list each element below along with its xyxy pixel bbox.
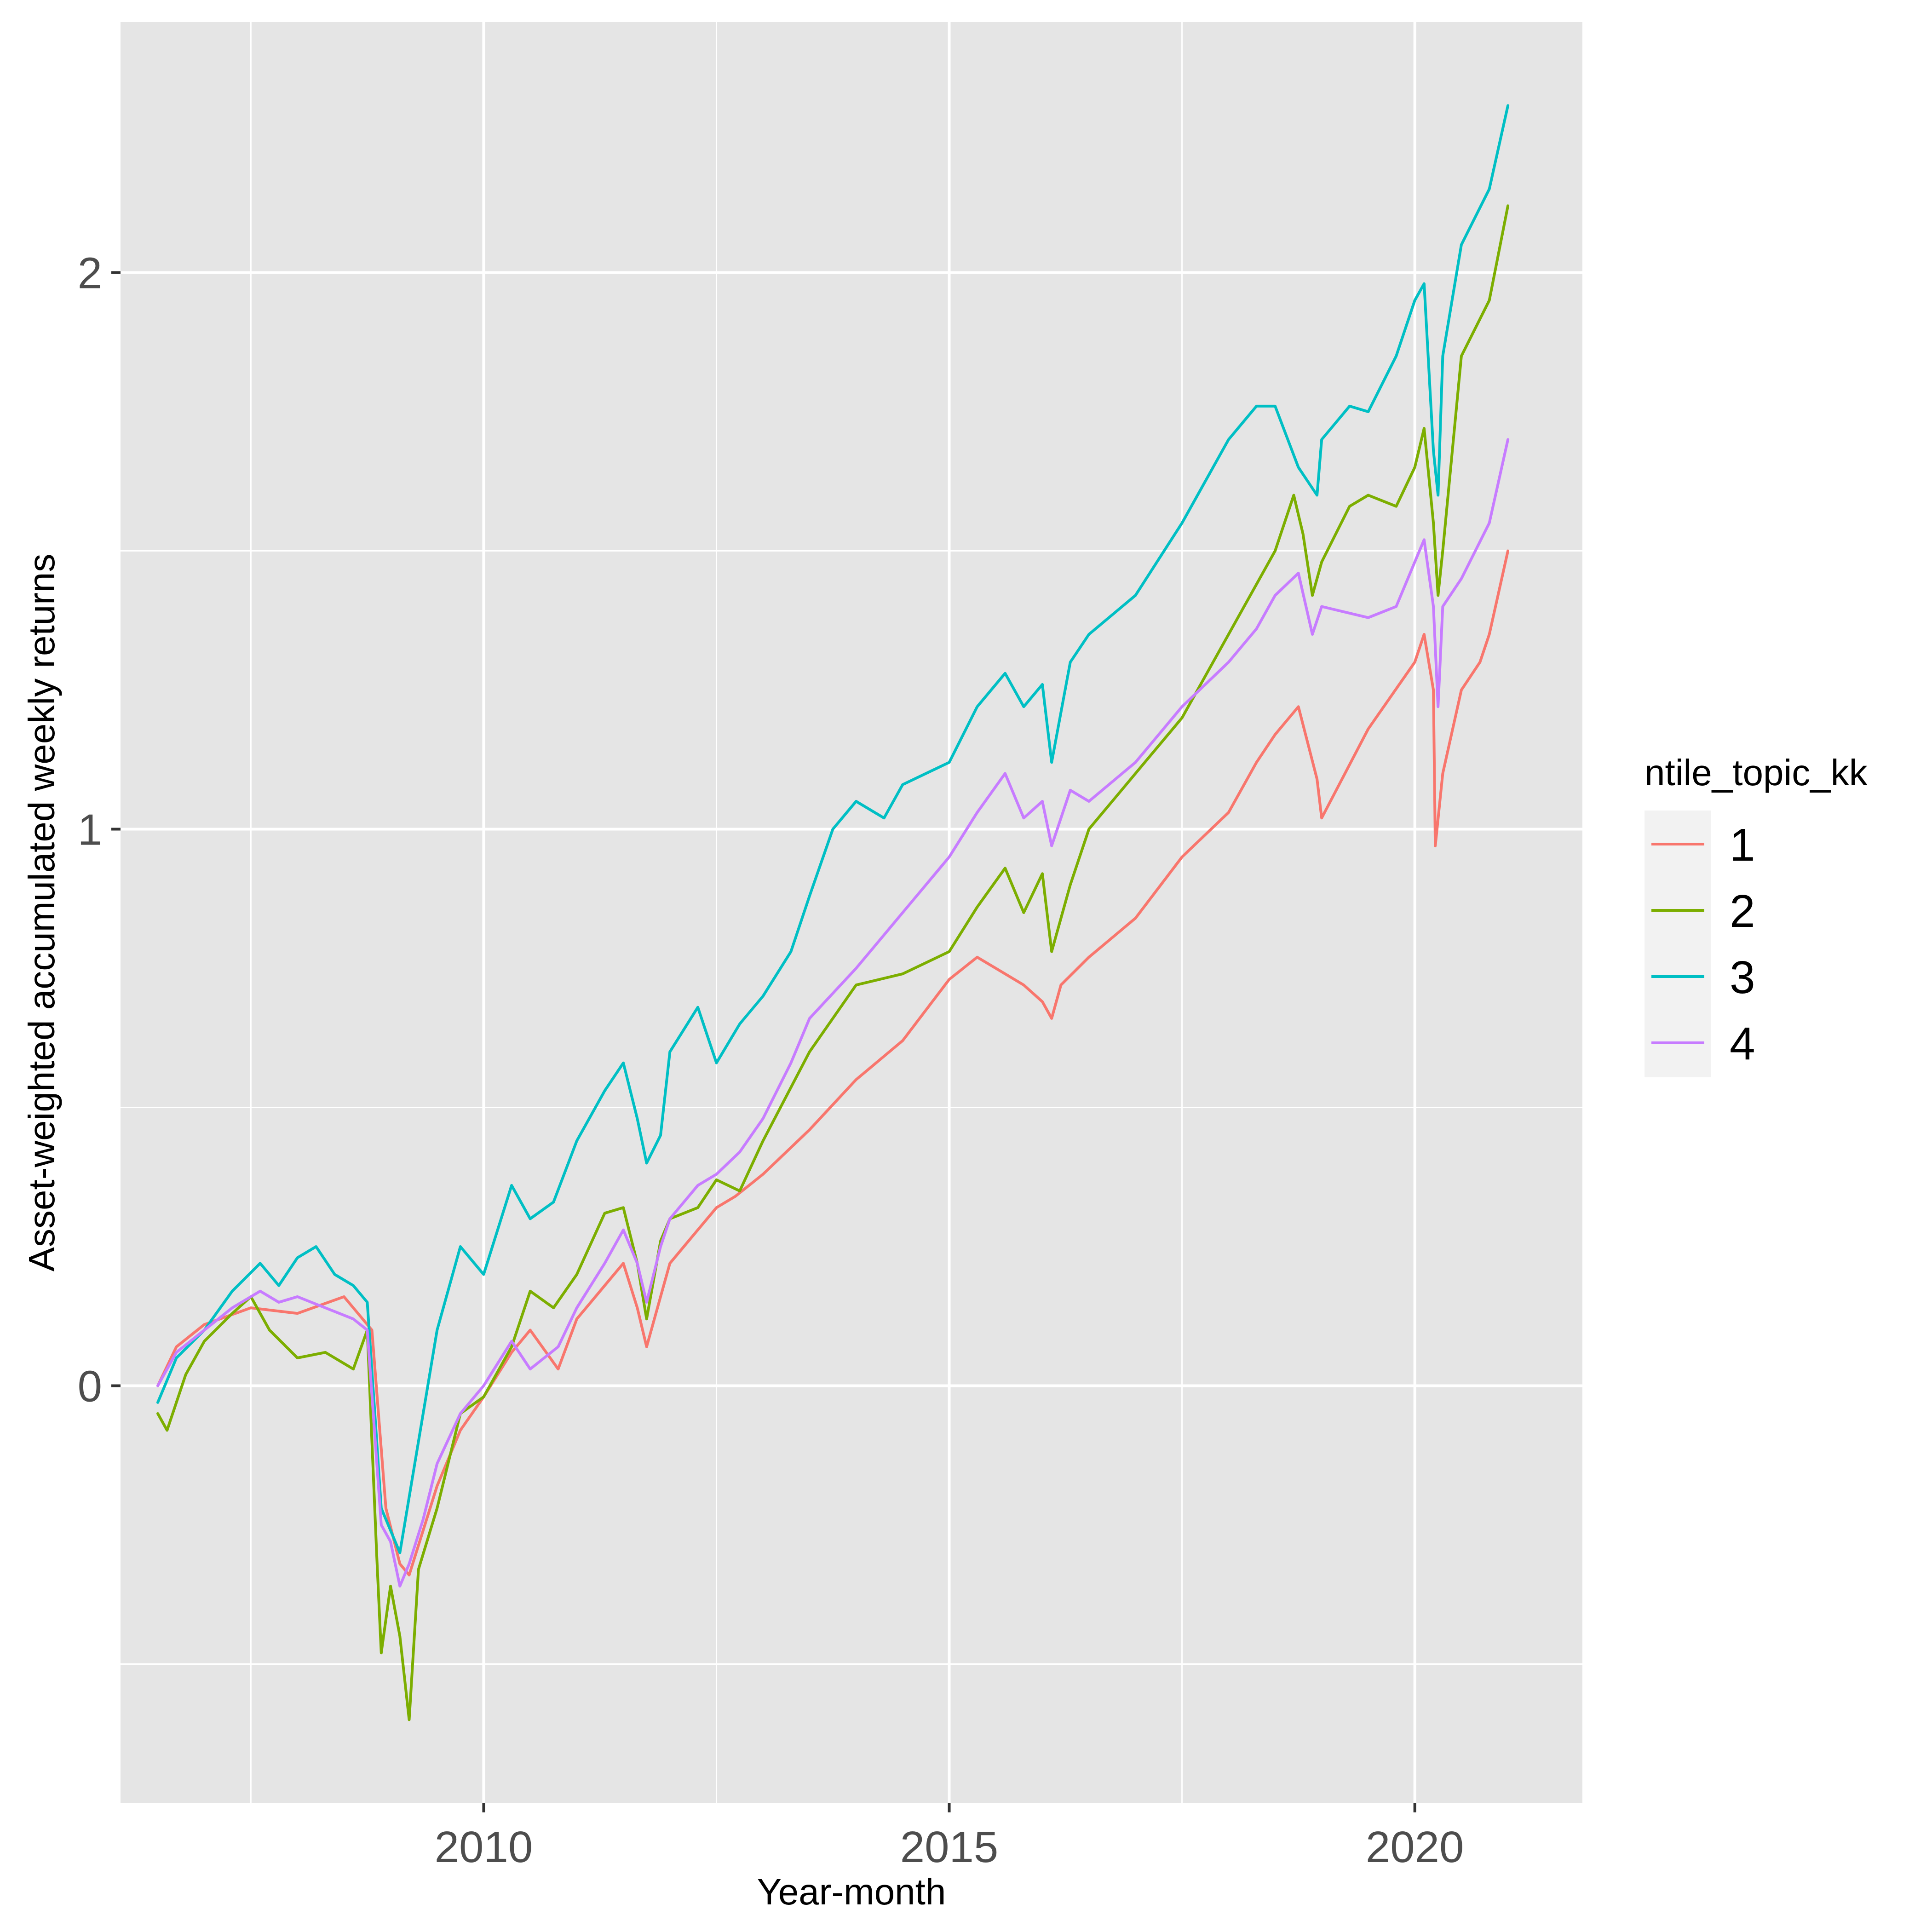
legend-label-3: 3 — [1730, 952, 1755, 1003]
y-tick-label: 2 — [78, 249, 102, 298]
y-axis-title: Asset-weighted accumulated weekly return… — [21, 554, 62, 1272]
legend-label-1: 1 — [1730, 819, 1755, 871]
series-line-3 — [156, 104, 1510, 1554]
legend-keys: 1 2 3 4 — [1651, 819, 1755, 1070]
series-lines — [156, 104, 1510, 1721]
plot-panel — [121, 22, 1582, 1803]
x-axis: 2010 2015 2020 — [435, 1803, 1464, 1872]
minor-gridlines — [121, 22, 1582, 1803]
legend-label-4: 4 — [1730, 1018, 1755, 1070]
x-tick-label: 2010 — [435, 1823, 533, 1872]
series-line-4 — [156, 438, 1510, 1588]
series-line-2 — [156, 204, 1510, 1721]
legend-label-2: 2 — [1730, 886, 1755, 937]
x-tick-label: 2020 — [1366, 1823, 1464, 1872]
y-tick-label: 1 — [78, 805, 102, 855]
legend-title: ntile_topic_kk — [1644, 752, 1868, 793]
legend-key-background — [1644, 811, 1711, 1077]
major-gridlines — [121, 22, 1582, 1803]
series-line-1 — [156, 549, 1510, 1576]
y-axis: 0 1 2 — [78, 249, 121, 1411]
x-tick-label: 2015 — [900, 1823, 999, 1872]
y-tick-label: 0 — [78, 1362, 102, 1411]
x-axis-title: Year-month — [757, 1871, 946, 1912]
legend: ntile_topic_kk 1 2 3 4 — [1644, 752, 1868, 1077]
